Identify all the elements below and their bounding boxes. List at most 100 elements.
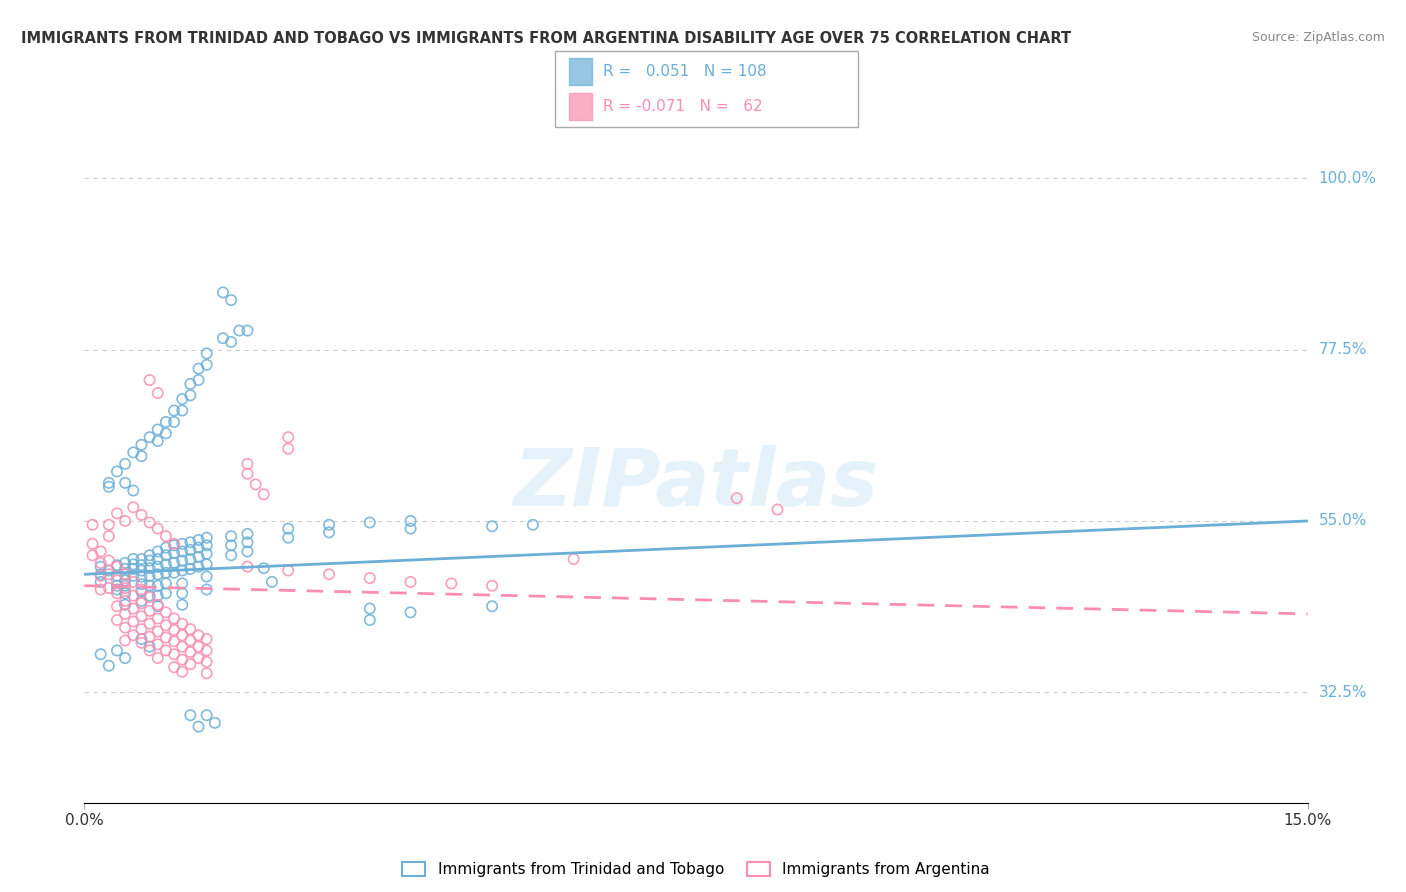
Point — [219, 334, 242, 349]
Point — [163, 556, 186, 570]
Point — [163, 660, 186, 674]
Point — [138, 590, 160, 604]
Point — [146, 434, 169, 448]
Point — [179, 657, 201, 672]
Point — [105, 569, 128, 583]
Point — [155, 618, 177, 632]
Point — [179, 388, 201, 402]
Point — [122, 615, 145, 629]
Point — [114, 556, 136, 570]
Text: 77.5%: 77.5% — [1319, 343, 1367, 357]
Point — [131, 577, 153, 591]
Point — [399, 522, 422, 536]
Point — [195, 655, 218, 669]
Point — [146, 567, 169, 582]
Point — [105, 582, 128, 597]
Point — [122, 574, 145, 589]
Point — [562, 552, 585, 566]
Point — [172, 586, 194, 600]
Point — [82, 517, 104, 532]
Point — [131, 508, 153, 522]
Point — [146, 559, 169, 574]
Point — [131, 569, 153, 583]
Point — [105, 586, 128, 600]
Point — [219, 548, 242, 562]
Point — [105, 579, 128, 593]
Point — [146, 589, 169, 603]
Point — [163, 611, 186, 625]
Text: Source: ZipAtlas.com: Source: ZipAtlas.com — [1251, 31, 1385, 45]
Point — [245, 477, 267, 491]
Point — [163, 546, 186, 560]
Point — [138, 516, 160, 530]
Point — [138, 589, 160, 603]
Point — [138, 553, 160, 567]
Point — [179, 633, 201, 648]
Point — [179, 708, 201, 723]
Point — [114, 581, 136, 595]
Point — [90, 582, 112, 597]
Point — [105, 613, 128, 627]
Point — [212, 331, 235, 345]
Point — [155, 586, 177, 600]
Point — [122, 445, 145, 459]
Point — [114, 586, 136, 600]
Point — [122, 500, 145, 515]
Point — [260, 574, 283, 589]
Point — [195, 643, 218, 657]
Point — [114, 457, 136, 471]
Point — [114, 621, 136, 635]
Point — [172, 640, 194, 654]
Text: 32.5%: 32.5% — [1319, 685, 1367, 700]
Point — [90, 569, 112, 583]
Point — [440, 576, 463, 591]
Point — [114, 579, 136, 593]
Point — [318, 525, 340, 540]
Text: IMMIGRANTS FROM TRINIDAD AND TOBAGO VS IMMIGRANTS FROM ARGENTINA DISABILITY AGE : IMMIGRANTS FROM TRINIDAD AND TOBAGO VS I… — [21, 31, 1071, 46]
Point — [236, 324, 259, 338]
Point — [187, 559, 209, 574]
Point — [163, 566, 186, 580]
Point — [163, 538, 186, 552]
Point — [146, 579, 169, 593]
Point — [114, 651, 136, 665]
Point — [195, 569, 218, 583]
Point — [114, 574, 136, 588]
Point — [122, 601, 145, 615]
Point — [90, 574, 112, 589]
Point — [97, 567, 120, 582]
Point — [219, 538, 242, 552]
Point — [204, 715, 226, 730]
Point — [155, 576, 177, 591]
Point — [187, 720, 209, 734]
Point — [725, 491, 748, 505]
Point — [163, 623, 186, 637]
Point — [236, 457, 259, 471]
Point — [179, 562, 201, 576]
Point — [138, 430, 160, 444]
Point — [236, 535, 259, 549]
Point — [399, 514, 422, 528]
Point — [253, 487, 276, 501]
Point — [155, 606, 177, 620]
Point — [131, 582, 153, 597]
Point — [105, 465, 128, 479]
Point — [131, 594, 153, 608]
Point — [131, 596, 153, 610]
Point — [146, 651, 169, 665]
Point — [146, 552, 169, 566]
Point — [179, 622, 201, 636]
Point — [172, 537, 194, 551]
Point — [219, 529, 242, 543]
Point — [179, 645, 201, 659]
Point — [399, 606, 422, 620]
Point — [131, 584, 153, 599]
Point — [114, 594, 136, 608]
Point — [195, 632, 218, 646]
Point — [90, 556, 112, 570]
Point — [122, 552, 145, 566]
Point — [155, 631, 177, 645]
Point — [131, 558, 153, 573]
Point — [138, 579, 160, 593]
Point — [195, 558, 218, 572]
